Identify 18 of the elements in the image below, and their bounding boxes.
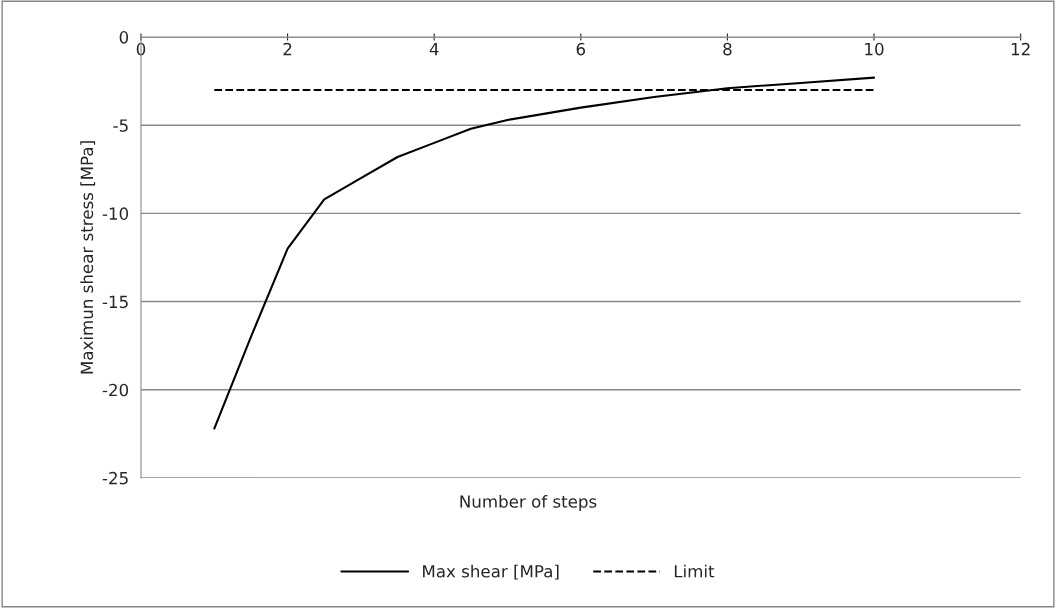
- x-tick-label: 8: [723, 42, 732, 56]
- x-tick-label: 4: [429, 43, 439, 56]
- x-tick-label: 10: [865, 42, 884, 56]
- y-tick-label: -15: [102, 295, 128, 309]
- y-tick-label: 0: [119, 31, 129, 44]
- y-axis-title: Maximun shear stress [MPa]: [80, 141, 96, 374]
- x-tick-label: 0: [136, 42, 146, 56]
- x-tick-label: 6: [576, 42, 586, 56]
- x-tick-label: 12: [1011, 42, 1030, 56]
- legend-label: Limit: [674, 564, 715, 578]
- line-series: [213, 76, 876, 430]
- x-tick-label: 2: [283, 42, 292, 56]
- x-axis-title: Number of steps: [460, 494, 597, 512]
- y-tick-label: -5: [113, 119, 128, 132]
- y-tick-label: -20: [102, 383, 129, 397]
- y-tick-label: -25: [102, 471, 128, 485]
- legend-label: Max shear [MPa]: [423, 564, 559, 580]
- y-tick-label: -10: [102, 207, 129, 220]
